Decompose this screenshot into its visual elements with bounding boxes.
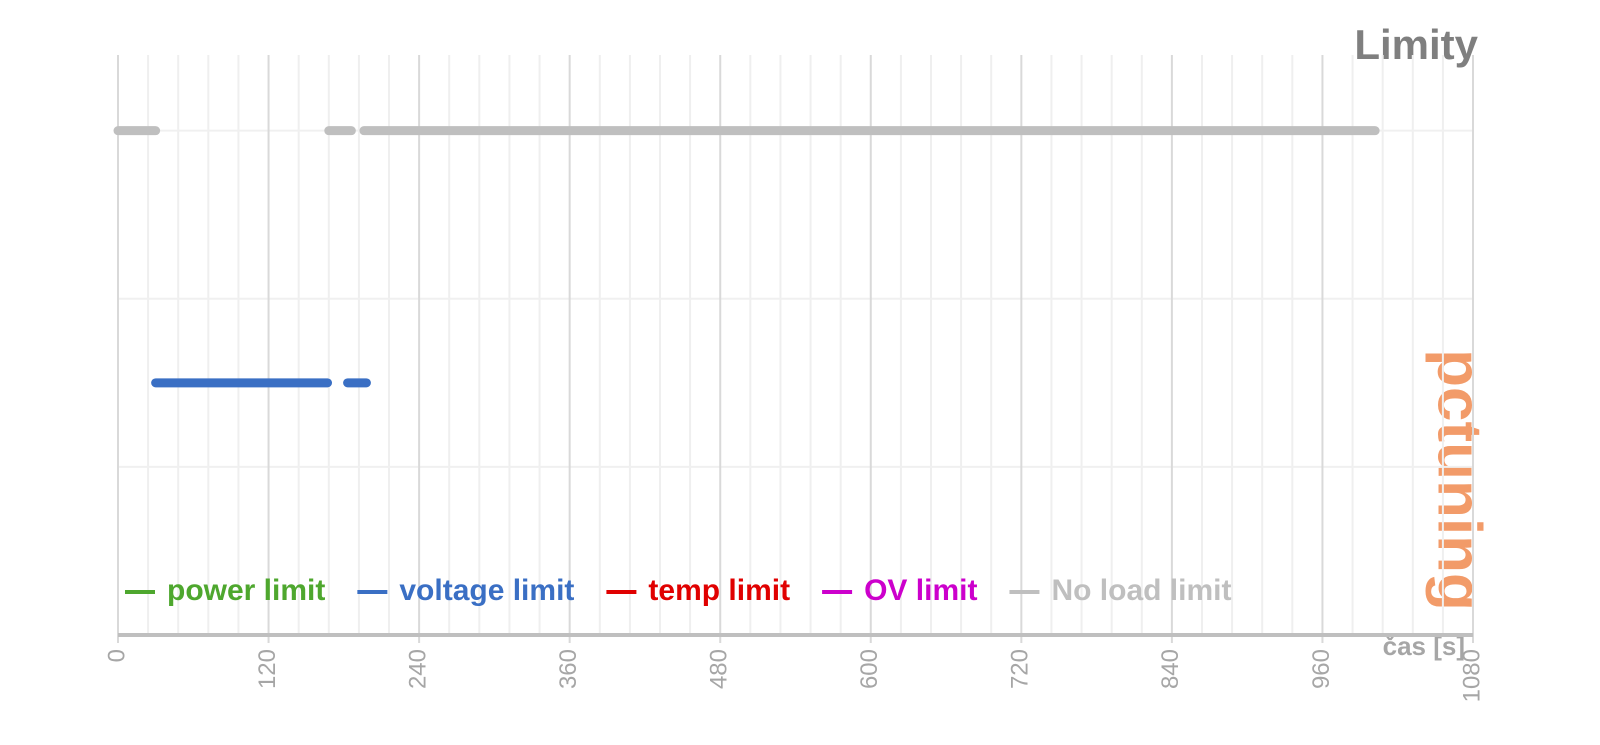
x-tick-label: 720 bbox=[1007, 649, 1034, 689]
x-tick-label: 600 bbox=[856, 649, 883, 689]
watermark: pctuning bbox=[1425, 349, 1494, 611]
legend-label: temp limit bbox=[648, 574, 790, 607]
chart-title: Limity bbox=[1354, 21, 1478, 68]
x-tick-label: 120 bbox=[254, 649, 281, 689]
x-tick-label: 0 bbox=[103, 649, 130, 662]
legend-label: voltage limit bbox=[399, 574, 574, 607]
x-tick-label: 1080 bbox=[1458, 649, 1485, 702]
x-tick-label: 480 bbox=[706, 649, 733, 689]
legend-label: No load limit bbox=[1051, 574, 1231, 607]
x-tick-label: 360 bbox=[555, 649, 582, 689]
legend-label: power limit bbox=[167, 574, 325, 607]
legend-label: OV limit bbox=[864, 574, 977, 607]
x-tick-label: 840 bbox=[1157, 649, 1184, 689]
x-tick-label: 240 bbox=[404, 649, 431, 689]
x-tick-label: 960 bbox=[1308, 649, 1335, 689]
